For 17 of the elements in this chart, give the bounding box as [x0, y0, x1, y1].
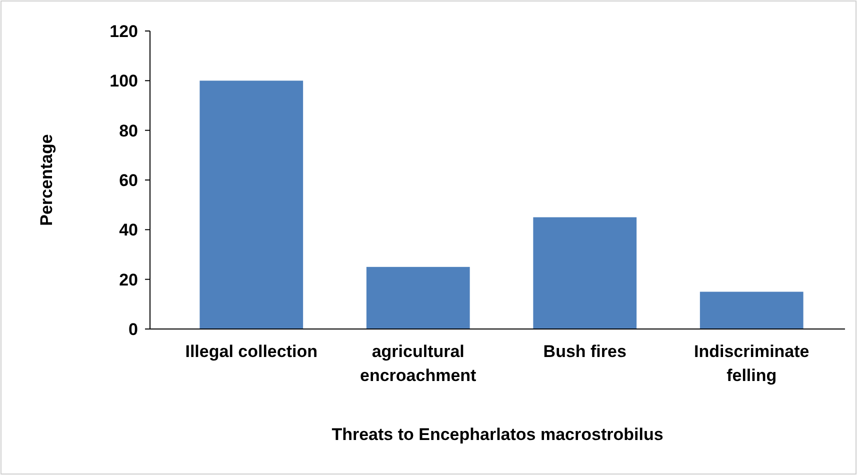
bar	[700, 292, 804, 329]
x-axis-title: Threats to Encepharlatos macrostrobilus	[332, 425, 664, 444]
x-tick-label: Illegal collection	[185, 342, 318, 361]
y-tick-label: 20	[119, 270, 138, 290]
bar	[366, 266, 470, 329]
y-tick-label: 0	[128, 320, 138, 339]
y-tick-label: 40	[119, 220, 138, 240]
y-tick-label: 60	[119, 170, 138, 190]
bar	[533, 217, 637, 329]
y-tick-label: 120	[110, 22, 138, 41]
x-tick-label: Indiscriminate felling	[694, 342, 810, 385]
x-tick-label: Bush fires	[543, 342, 626, 361]
x-tick-label: agricultural encroachment	[360, 342, 477, 385]
y-tick-label: 100	[110, 72, 138, 91]
y-axis-title: Percentage	[37, 134, 56, 226]
y-tick-label: 80	[119, 121, 138, 140]
bar	[200, 80, 304, 329]
